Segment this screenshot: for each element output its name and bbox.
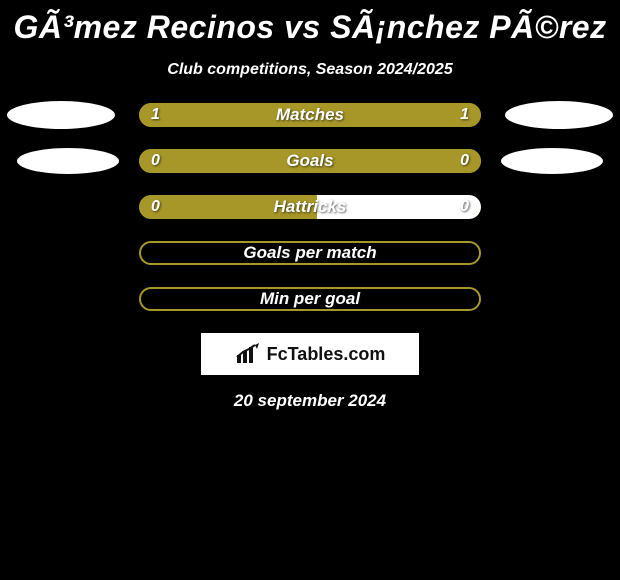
stat-row: 11Matches — [0, 103, 620, 127]
stat-label: Goals per match — [141, 243, 479, 263]
stat-bar: Min per goal — [139, 287, 481, 311]
logo-box: FcTables.com — [201, 333, 419, 375]
stat-bar: Goals per match — [139, 241, 481, 265]
stat-label: Min per goal — [141, 289, 479, 309]
stat-bar: 00Hattricks — [139, 195, 481, 219]
stat-row: Goals per match — [0, 241, 620, 265]
subtitle: Club competitions, Season 2024/2025 — [0, 61, 620, 79]
stat-bar: 11Matches — [139, 103, 481, 127]
stat-bar: 00Goals — [139, 149, 481, 173]
stat-row: Min per goal — [0, 287, 620, 311]
stat-row: 00Goals — [0, 149, 620, 173]
stat-label: Goals — [139, 151, 481, 171]
logo: FcTables.com — [235, 343, 386, 365]
stat-row: 00Hattricks — [0, 195, 620, 219]
player-right-ellipse — [501, 148, 603, 174]
stat-label: Matches — [139, 105, 481, 125]
date-label: 20 september 2024 — [0, 391, 620, 411]
player-right-ellipse — [505, 101, 613, 129]
player-left-ellipse — [7, 101, 115, 129]
stat-label: Hattricks — [139, 197, 481, 217]
stats-list: 11Matches 00Goals 00Hattricks Goals per mat… — [0, 103, 620, 311]
comparison-infographic: GÃ³mez Recinos vs SÃ¡nchez PÃ©rez Club c… — [0, 0, 620, 411]
page-title: GÃ³mez Recinos vs SÃ¡nchez PÃ©rez — [0, 6, 620, 51]
player-left-ellipse — [17, 148, 119, 174]
logo-text: FcTables.com — [267, 344, 386, 365]
chart-icon — [235, 343, 263, 365]
